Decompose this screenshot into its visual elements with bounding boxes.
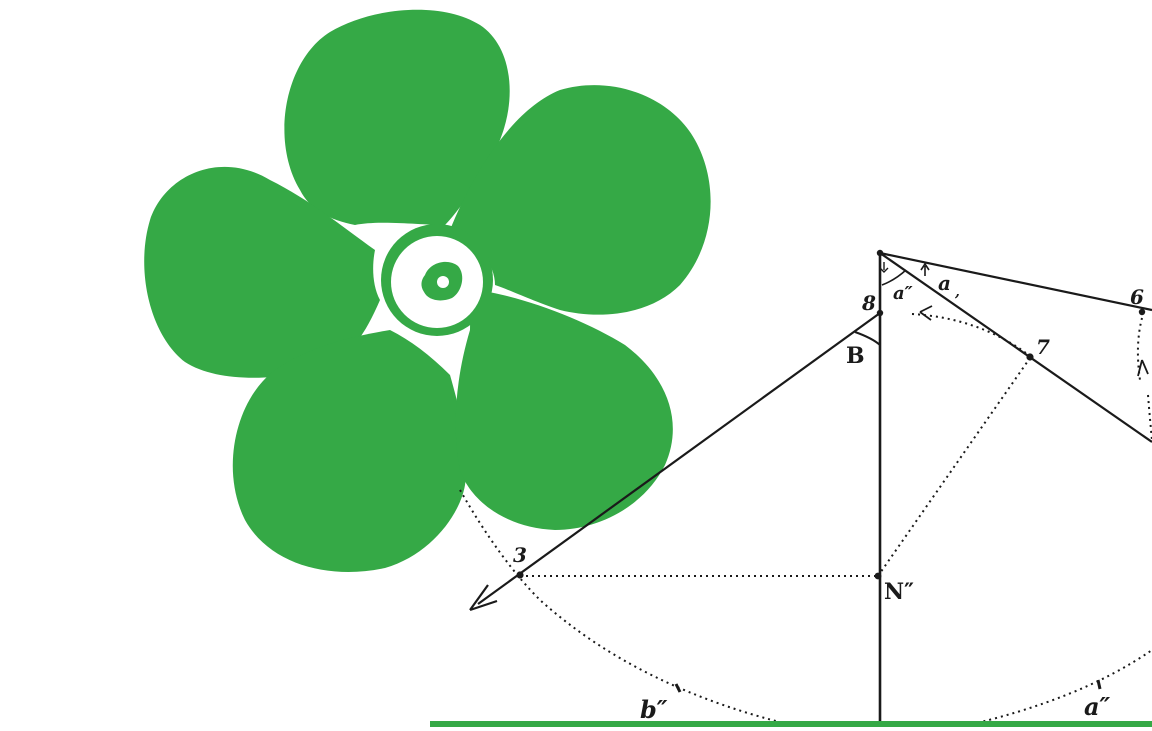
tick-a (1096, 679, 1102, 690)
dotted-N-to-7 (877, 357, 1031, 577)
dotted-arc-bottom-right (959, 649, 1152, 728)
point-6-dot (1138, 308, 1146, 316)
point-8-dot (876, 309, 884, 317)
flower-petal-right (450, 85, 711, 315)
flower-icon (144, 9, 711, 572)
flower-petal-top (284, 9, 510, 226)
small-arrow-icon (920, 262, 930, 276)
dotted-arc-right-lower (1147, 394, 1152, 441)
label-point-8: 8 (861, 291, 876, 315)
diagram (459, 251, 1152, 728)
point-7-dot (1026, 353, 1034, 361)
point-3-dot (516, 571, 524, 579)
angle-b-arc (854, 331, 881, 346)
arrow-head-icon (469, 584, 498, 612)
dotted-arc-8-to-7 (911, 313, 1031, 357)
small-down-arrow-icon (879, 262, 889, 273)
flower-petal-left (144, 166, 380, 378)
tick-b (674, 683, 682, 693)
angle-a-double-arc (881, 269, 907, 286)
diagram-points (516, 249, 1146, 580)
label-point-7: 7 (1036, 335, 1050, 359)
label-point-6: 6 (1130, 285, 1144, 309)
flower-petal-bottom-right (455, 290, 673, 530)
ground-bar (430, 721, 1152, 727)
line-top-to-6 (879, 251, 1152, 312)
arc-arrow-icon (919, 305, 933, 321)
dotted-arc-bottom (459, 489, 801, 728)
label-point-3: 3 (513, 543, 527, 567)
label-angle-b: B (846, 343, 865, 369)
label-angle-a1: a (938, 271, 951, 295)
label-arc-a: a″ (1084, 692, 1111, 721)
line-through-7 (879, 252, 1152, 443)
flower-center (391, 236, 483, 328)
right-arrow-icon (1137, 359, 1149, 377)
point-apex (876, 249, 884, 257)
line-8-to-3 (477, 312, 881, 605)
label-angle-a-double: a″ (893, 283, 913, 304)
label-angle-a1-subscript: , (954, 284, 960, 300)
flower-petal-bottom-left (232, 330, 467, 572)
point-N-dot (874, 572, 882, 580)
label-arc-b: b″ (640, 695, 668, 724)
label-pole-n: N″ (884, 579, 914, 605)
